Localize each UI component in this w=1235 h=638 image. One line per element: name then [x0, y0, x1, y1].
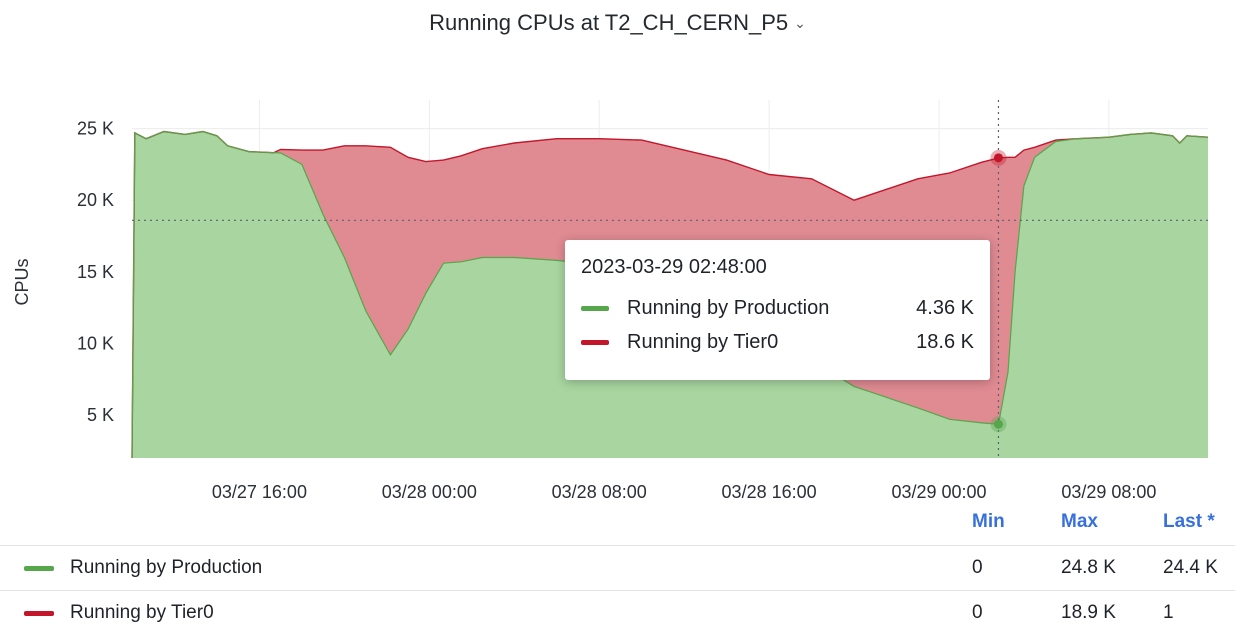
legend-min-value: 0	[972, 557, 983, 578]
hover-tooltip: 2023-03-29 02:48:00 Running by Productio…	[565, 240, 990, 380]
x-tick-label: 03/28 00:00	[382, 482, 477, 500]
legend-last-value: 1	[1163, 602, 1174, 623]
legend-series-name[interactable]: Running by Tier0	[70, 602, 214, 623]
y-tick-label: 5 K	[87, 405, 114, 425]
legend-header-last[interactable]: Last *	[1163, 511, 1215, 532]
tooltip-row-production: Running by Production 4.36 K	[581, 291, 974, 325]
legend-series-name[interactable]: Running by Production	[70, 557, 263, 578]
x-tick-label: 03/28 08:00	[552, 482, 647, 500]
tooltip-series-name: Running by Tier0	[627, 330, 779, 353]
tooltip-series-name: Running by Production	[627, 296, 830, 319]
legend-max-value: 18.9 K	[1061, 602, 1116, 623]
y-axis-label: CPUs	[12, 258, 32, 305]
legend-min-value: 0	[972, 602, 983, 623]
legend-max-value: 24.8 K	[1061, 557, 1116, 578]
series-color-swatch[interactable]	[24, 566, 54, 571]
panel-title-text: Running CPUs at T2_CH_CERN_P5	[429, 10, 789, 35]
legend-header-min[interactable]: Min	[972, 511, 1005, 532]
y-tick-label: 10 K	[77, 333, 114, 353]
series-color-swatch	[581, 339, 609, 345]
y-tick-label: 15 K	[77, 262, 114, 282]
legend-header: Min Max Last *	[0, 505, 1235, 543]
legend-row-production[interactable]: Running by Production 0 24.8 K 24.4 K	[0, 545, 1235, 590]
x-tick-label: 03/29 00:00	[891, 482, 986, 500]
tooltip-time: 2023-03-29 02:48:00	[581, 256, 767, 278]
legend-header-max[interactable]: Max	[1061, 511, 1098, 532]
panel-title[interactable]: Running CPUs at T2_CH_CERN_P5 ⌄	[0, 10, 1235, 36]
chevron-down-icon[interactable]: ⌄	[794, 15, 806, 31]
y-tick-label: 25 K	[77, 119, 114, 139]
tooltip-series-value: 4.36 K	[916, 296, 974, 319]
hover-point-tier0	[993, 153, 1003, 163]
x-tick-label: 03/27 16:00	[212, 482, 307, 500]
legend-row-tier0[interactable]: Running by Tier0 0 18.9 K 1	[0, 590, 1235, 635]
legend-last-value: 24.4 K	[1163, 557, 1218, 578]
tooltip-row-tier0: Running by Tier0 18.6 K	[581, 325, 974, 359]
x-tick-label: 03/29 08:00	[1061, 482, 1156, 500]
x-tick-label: 03/28 16:00	[722, 482, 817, 500]
tooltip-series-value: 18.6 K	[916, 330, 974, 353]
series-color-swatch[interactable]	[24, 611, 54, 616]
y-tick-label: 20 K	[77, 190, 114, 210]
series-color-swatch	[581, 305, 609, 311]
hover-point-production	[993, 419, 1003, 429]
